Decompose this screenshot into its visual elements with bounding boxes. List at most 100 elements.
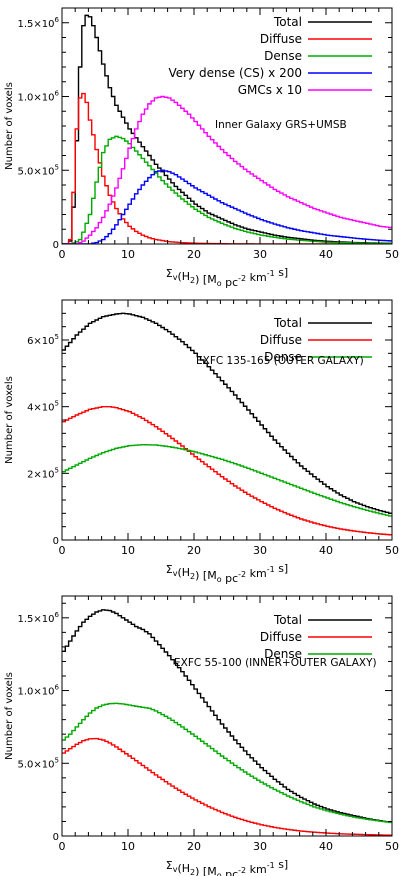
series-line-diffuse <box>62 737 392 836</box>
x-tick-label: 0 <box>59 840 66 853</box>
y-tick-label: 1.5×106 <box>18 611 60 625</box>
legend-label: Dense <box>264 350 302 364</box>
y-tick-mantissa: 0 <box>53 536 59 547</box>
y-tick-label: 1.0×106 <box>18 684 60 698</box>
x-tick-label: 30 <box>253 248 267 261</box>
y-axis-label: Number of voxels <box>4 82 15 170</box>
x-tick-label: 20 <box>187 544 201 557</box>
series-line-dense <box>62 702 392 824</box>
legend-label: Diffuse <box>260 32 302 46</box>
series-line-total <box>62 14 392 244</box>
x-axis-label-part: s] <box>275 858 289 871</box>
legend-label: Total <box>273 15 302 29</box>
x-tick-label: 10 <box>121 544 135 557</box>
x-axis-label-part: -2 <box>238 274 246 283</box>
panel-inner-galaxy: 0 10 20 30 40 50 0 5.0×105 1.0×106 1.5×106 Number … <box>4 7 399 289</box>
series-line-total <box>62 609 392 824</box>
x-tick-label: 40 <box>319 248 333 261</box>
y-tick-exponent: 5 <box>55 756 59 764</box>
legend-label: Very dense (CS) x 200 <box>168 66 302 80</box>
x-tick-label: 20 <box>187 840 201 853</box>
x-tick-label: 50 <box>385 840 399 853</box>
y-tick-mantissa: 0 <box>53 240 59 251</box>
y-tick-label: 1.0×106 <box>18 90 60 104</box>
x-axis-label-part: s] <box>275 562 289 575</box>
x-axis-label-part: km <box>246 567 267 580</box>
x-tick-label: 0 <box>59 544 66 557</box>
x-axis-label-part: (H <box>177 862 190 875</box>
x-axis-label-part: 2 <box>190 868 195 876</box>
x-axis-label-part: v <box>173 865 178 874</box>
legend-label: Diffuse <box>260 333 302 347</box>
x-axis-label-part: Σ <box>166 859 173 872</box>
y-tick-mantissa: 5.0×10 <box>18 759 55 770</box>
x-axis-label-part: (H <box>177 566 190 579</box>
x-axis-label-part: -2 <box>238 866 246 875</box>
x-axis-label-part: o <box>217 871 222 876</box>
y-tick-exponent: 6 <box>55 90 60 98</box>
x-tick-label: 50 <box>385 248 399 261</box>
y-tick-mantissa: 6×10 <box>27 336 54 347</box>
y-tick-exponent: 5 <box>55 333 59 341</box>
y-tick-mantissa: 5.0×10 <box>18 166 55 177</box>
y-tick-exponent: 6 <box>55 684 60 692</box>
x-axis-label-part: o <box>217 279 222 288</box>
x-tick-label: 10 <box>121 840 135 853</box>
legend-label: Total <box>273 316 302 330</box>
y-tick-label: 5.0×105 <box>18 163 59 177</box>
x-axis-label-part: -2 <box>238 570 246 579</box>
series-line-gmcs-x-10 <box>62 95 392 244</box>
y-tick-mantissa: 1.0×10 <box>18 687 55 698</box>
x-axis-label-part: 2 <box>190 276 195 285</box>
x-axis-label-part: -1 <box>267 861 275 870</box>
x-axis-label-part: pc <box>222 276 239 289</box>
x-axis-label-part: -1 <box>267 269 275 278</box>
x-tick-label: 20 <box>187 248 201 261</box>
x-axis-label-part: km <box>246 271 267 284</box>
y-tick-mantissa: 0 <box>53 832 59 843</box>
panel-annotation: EXFC 55-100 (INNER+OUTER GALAXY) <box>174 657 377 669</box>
x-axis-label-part: 2 <box>190 572 195 581</box>
x-axis-label-part: km <box>246 863 267 876</box>
y-tick-mantissa: 1.5×10 <box>18 614 55 625</box>
x-axis-label: Σv(H2) [Mo pc-2 km-1 s] <box>166 858 288 876</box>
x-tick-label: 10 <box>121 248 135 261</box>
panel-annotation: EXFC 135-165 (OUTER GALAXY) <box>196 355 364 367</box>
legend-label: Total <box>273 613 302 627</box>
x-tick-label: 0 <box>59 248 66 261</box>
y-tick-label: 5.0×105 <box>18 756 59 770</box>
y-tick-mantissa: 2×10 <box>27 469 54 480</box>
x-axis-label: Σv(H2) [Mo pc-2 km-1 s] <box>166 266 288 289</box>
x-tick-label: 30 <box>253 840 267 853</box>
y-tick-exponent: 5 <box>55 466 59 474</box>
y-axis-label: Number of voxels <box>4 672 15 760</box>
series-line-dense <box>62 443 392 517</box>
x-axis-label-part: Σ <box>166 563 173 576</box>
series-group <box>62 312 392 536</box>
x-tick-label: 40 <box>319 840 333 853</box>
y-tick-exponent: 6 <box>55 611 60 619</box>
series-line-very-dense-cs-x-200 <box>62 169 392 244</box>
y-tick-mantissa: 4×10 <box>27 403 54 414</box>
y-tick-label: 4×105 <box>27 400 59 414</box>
x-axis-label-part: (H <box>177 270 190 283</box>
y-tick-label: 1.5×106 <box>18 16 60 30</box>
legend-label: Dense <box>264 49 302 63</box>
x-tick-label: 40 <box>319 544 333 557</box>
x-tick-label: 50 <box>385 544 399 557</box>
x-axis-label: Σv(H2) [Mo pc-2 km-1 s] <box>166 562 288 585</box>
x-axis-label-part: pc <box>222 868 239 876</box>
y-tick-label: 0 <box>53 240 59 251</box>
x-axis-label-part: ) [M <box>195 865 217 876</box>
legend-label: GMCs x 10 <box>238 83 302 97</box>
y-tick-mantissa: 1.0×10 <box>18 93 55 104</box>
y-tick-label: 6×105 <box>27 333 59 347</box>
x-axis-label-part: v <box>173 569 178 578</box>
y-tick-label: 0 <box>53 536 59 547</box>
x-axis-label-part: ) [M <box>195 569 217 582</box>
y-tick-label: 0 <box>53 832 59 843</box>
y-tick-label: 2×105 <box>27 466 59 480</box>
series-group <box>62 609 392 836</box>
